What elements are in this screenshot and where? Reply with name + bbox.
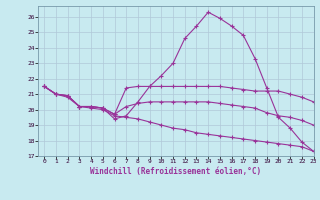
- X-axis label: Windchill (Refroidissement éolien,°C): Windchill (Refroidissement éolien,°C): [91, 167, 261, 176]
